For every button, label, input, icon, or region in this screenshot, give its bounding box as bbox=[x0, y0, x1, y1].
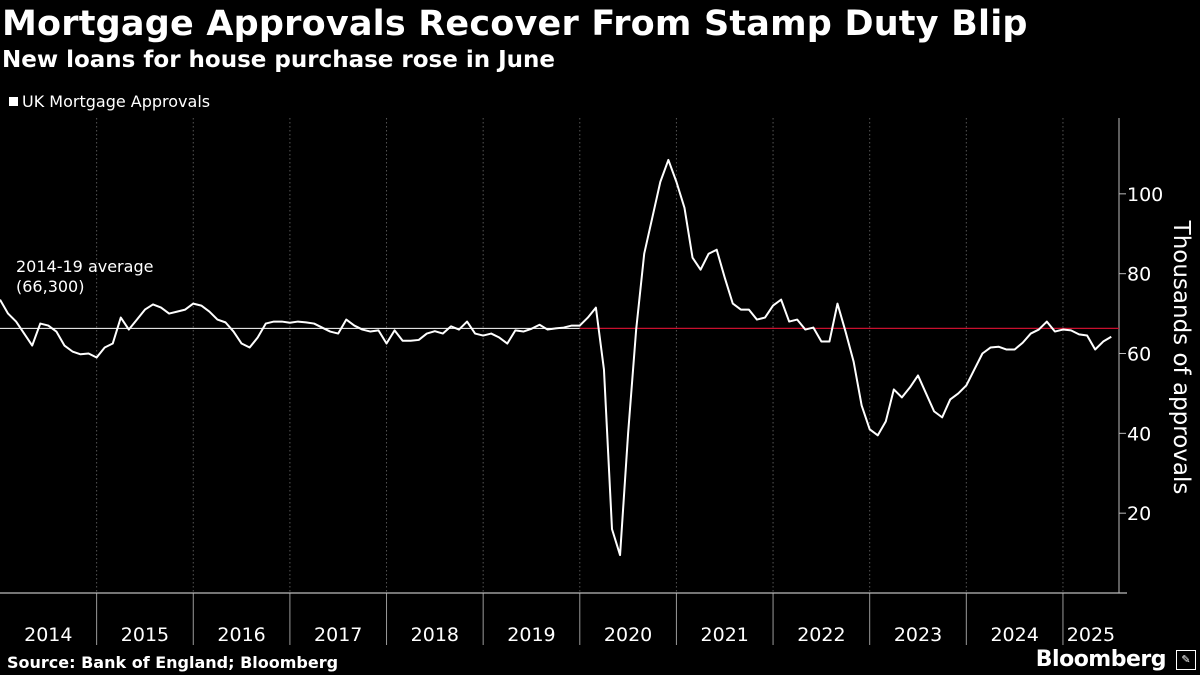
source-note: Source: Bank of England; Bloomberg bbox=[7, 653, 339, 672]
x-tick-label: 2014 bbox=[24, 624, 72, 646]
x-tick-label: 2015 bbox=[121, 624, 169, 646]
x-tick-label: 2018 bbox=[411, 624, 459, 646]
average-annotation-value: (66,300) bbox=[16, 277, 84, 296]
x-tick-label: 2023 bbox=[894, 624, 942, 646]
x-tick-label: 2016 bbox=[217, 624, 265, 646]
legend: UK Mortgage Approvals bbox=[9, 92, 210, 111]
x-tick-label: 2025 bbox=[1067, 624, 1115, 646]
x-tick-label: 2024 bbox=[990, 624, 1038, 646]
y-tick-label: 80 bbox=[1127, 264, 1151, 286]
y-axis-title: Thousands of approvals bbox=[1168, 220, 1194, 495]
average-annotation-label: 2014-19 average bbox=[16, 257, 153, 276]
legend-label: UK Mortgage Approvals bbox=[22, 92, 211, 111]
chart-subtitle: New loans for house purchase rose in Jun… bbox=[2, 47, 555, 73]
x-tick-label: 2017 bbox=[314, 624, 362, 646]
x-tick-label: 2021 bbox=[701, 624, 749, 646]
x-tick-label: 2022 bbox=[797, 624, 845, 646]
grid-lines bbox=[96, 118, 1064, 593]
chart-title: Mortgage Approvals Recover From Stamp Du… bbox=[2, 4, 1028, 44]
y-tick-label: 60 bbox=[1127, 344, 1151, 366]
series bbox=[0, 158, 1112, 557]
axes bbox=[0, 118, 1127, 645]
x-tick-label: 2019 bbox=[507, 624, 555, 646]
brand-badge-icon: ✎ bbox=[1176, 650, 1196, 670]
brand-logo: Bloomberg bbox=[1035, 647, 1167, 672]
y-tick-label: 40 bbox=[1127, 423, 1151, 445]
y-tick-label: 20 bbox=[1127, 503, 1151, 525]
legend-swatch bbox=[9, 97, 18, 106]
y-tick-label: 100 bbox=[1127, 184, 1163, 206]
x-tick-label: 2020 bbox=[604, 624, 652, 646]
series-line-uk-mortgage-approvals bbox=[0, 158, 1112, 557]
